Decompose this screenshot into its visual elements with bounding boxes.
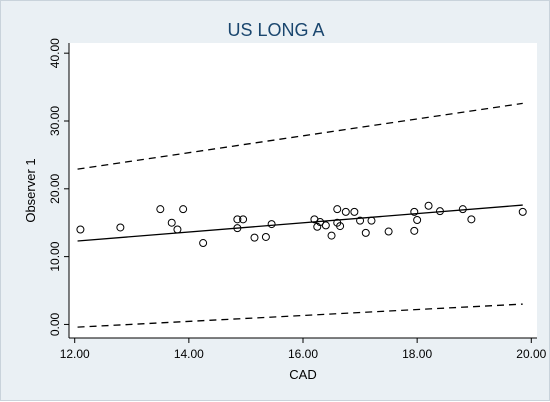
y-tick-label: 30.00 bbox=[48, 106, 62, 136]
x-tick-label: 12.00 bbox=[60, 347, 90, 361]
data-point bbox=[250, 233, 259, 242]
data-point bbox=[435, 207, 444, 216]
data-point bbox=[327, 231, 336, 240]
data-point bbox=[316, 218, 325, 227]
x-tick-label: 18.00 bbox=[402, 347, 432, 361]
data-point bbox=[356, 216, 365, 225]
data-point bbox=[410, 207, 419, 216]
y-axis-label: Observer 1 bbox=[23, 158, 38, 222]
data-point bbox=[233, 224, 242, 233]
data-point bbox=[267, 220, 276, 229]
data-point bbox=[239, 215, 248, 224]
data-point bbox=[361, 228, 370, 237]
data-point bbox=[424, 201, 433, 210]
data-point bbox=[350, 207, 359, 216]
data-point bbox=[173, 225, 182, 234]
y-tick-label: 0.00 bbox=[48, 312, 62, 336]
data-point bbox=[333, 205, 342, 214]
data-point bbox=[261, 232, 270, 241]
x-tick-label: 16.00 bbox=[288, 347, 318, 361]
y-tick-label: 40.00 bbox=[48, 38, 62, 68]
data-point bbox=[336, 222, 345, 231]
y-tick-label: 20.00 bbox=[48, 173, 62, 203]
data-point bbox=[76, 225, 85, 234]
data-point bbox=[116, 223, 125, 232]
data-point bbox=[458, 205, 467, 214]
data-point bbox=[518, 207, 527, 216]
fit-line bbox=[77, 204, 523, 242]
data-point bbox=[384, 227, 393, 236]
data-point bbox=[367, 216, 376, 225]
data-point bbox=[341, 207, 350, 216]
data-point bbox=[167, 218, 176, 227]
data-point bbox=[321, 221, 330, 230]
plot-area bbox=[69, 43, 537, 338]
data-point bbox=[156, 205, 165, 214]
data-point bbox=[199, 239, 208, 248]
data-point bbox=[233, 215, 242, 224]
data-point bbox=[179, 205, 188, 214]
data-point bbox=[413, 216, 422, 224]
chart-title: US LONG A bbox=[227, 20, 324, 40]
data-point bbox=[467, 215, 476, 224]
limit-line bbox=[77, 303, 523, 328]
x-tick-label: 14.00 bbox=[174, 347, 204, 361]
limit-line bbox=[77, 102, 523, 170]
data-point bbox=[410, 226, 419, 235]
x-tick-label: 20.00 bbox=[516, 347, 546, 361]
x-axis-label: CAD bbox=[289, 367, 316, 382]
y-tick-label: 10.00 bbox=[48, 241, 62, 271]
